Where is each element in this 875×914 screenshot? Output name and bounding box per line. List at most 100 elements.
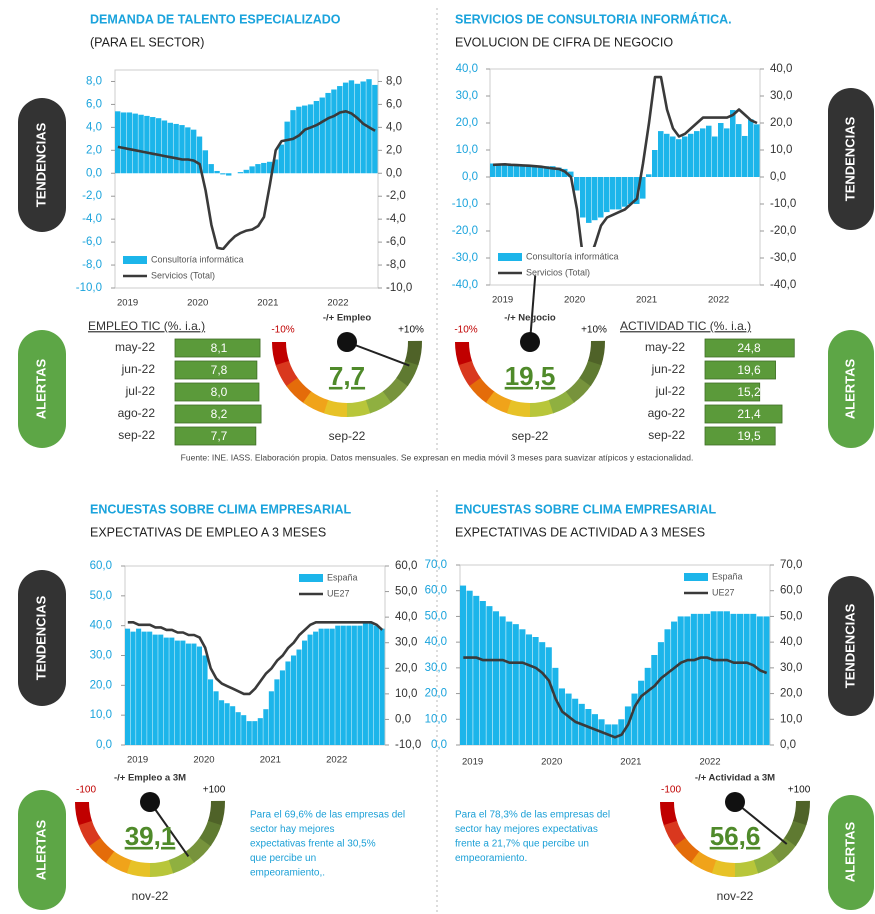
x-tick-label: 2019: [117, 298, 138, 309]
y-tick-label: -8,0: [82, 259, 102, 271]
bar: [688, 133, 694, 177]
value-label: 24,8: [737, 341, 761, 355]
bar: [144, 115, 150, 174]
note-line: sector hay mejores: [250, 824, 334, 835]
bar: [379, 628, 385, 745]
bar: [173, 123, 179, 174]
y-tick-label: 6,0: [86, 98, 102, 110]
bar: [357, 625, 363, 745]
bar: [460, 585, 467, 745]
y2-tick-label: 20,0: [780, 688, 802, 700]
gauge-arc: [382, 376, 409, 403]
side-pills: TENDENCIAS TENDENCIAS ALERTAS ALERTAS TE…: [18, 88, 874, 910]
bar: [717, 611, 724, 745]
gauge-arc: [199, 819, 222, 847]
gauge-needle: [529, 275, 537, 343]
bar: [136, 628, 142, 745]
legend-label: UE27: [327, 588, 350, 598]
bar: [185, 643, 191, 745]
bar: [147, 631, 153, 745]
x-tick-label: 2019: [127, 755, 148, 766]
y2-tick-label: 30,0: [770, 90, 792, 102]
bar: [331, 89, 337, 174]
bar: [335, 625, 341, 745]
y-tick-label: -2,0: [82, 190, 102, 202]
chart-title: DEMANDA DE TALENTO ESPECIALIZADO: [90, 12, 341, 26]
note-line: expectativas frente al 30,5%: [250, 839, 376, 850]
bar: [525, 634, 533, 745]
value-label: 21,4: [737, 407, 761, 421]
y2-tick-label: 0,0: [395, 713, 411, 725]
y2-tick-label: -10,0: [770, 198, 796, 210]
note-line: frente a 21,7% que percibe un: [455, 839, 589, 850]
x-tick-label: 2021: [636, 295, 657, 306]
bar: [628, 177, 634, 204]
gauge-title: -/+ Empleo a 3M: [114, 773, 186, 784]
bar: [658, 131, 664, 177]
y2-tick-label: -20,0: [770, 225, 796, 237]
row-label: may-22: [645, 340, 685, 354]
y-tick-label: -4,0: [82, 213, 102, 225]
gauge-arc: [711, 859, 737, 877]
value-label: 8,2: [211, 407, 228, 421]
bar: [631, 693, 638, 745]
gauge-arc: [485, 391, 513, 414]
value-label: 19,5: [737, 429, 761, 443]
bar: [202, 655, 208, 745]
x-tick-label: 2021: [257, 298, 278, 309]
gauge-max: +100: [203, 785, 226, 796]
y-tick-label: 60,0: [90, 560, 112, 572]
y2-tick-label: -40,0: [770, 279, 796, 291]
line: [127, 621, 384, 696]
bar: [274, 679, 280, 745]
bar: [307, 634, 313, 745]
bar: [634, 177, 640, 204]
bar: [268, 691, 274, 745]
legend-label: Consultoría informática: [526, 251, 619, 261]
gauge-arc: [587, 340, 605, 366]
bar: [219, 700, 225, 745]
bar: [651, 655, 658, 745]
gauge-arc: [272, 341, 290, 367]
bar: [492, 611, 500, 745]
y-tick-label: 0,0: [462, 171, 478, 183]
bar: [125, 628, 131, 745]
y2-tick-label: 40,0: [770, 63, 792, 75]
y-tick-label: 40,0: [425, 636, 447, 648]
bar: [565, 693, 572, 745]
gauge-max: +10%: [398, 325, 424, 336]
gauge-arc: [792, 800, 810, 826]
bar: [241, 715, 247, 745]
y-tick-label: 10,0: [425, 713, 447, 725]
bar: [638, 680, 645, 745]
bar: [296, 106, 302, 174]
gauge-arc: [770, 836, 797, 863]
y-tick-label: 30,0: [425, 662, 447, 674]
gauge-arc: [529, 399, 555, 417]
legend-label: UE27: [712, 587, 735, 597]
bar: [684, 616, 691, 745]
legend-label: España: [712, 571, 743, 581]
y-tick-label: 0,0: [86, 167, 102, 179]
bar: [155, 118, 162, 174]
bar: [362, 622, 368, 745]
note-line: Para el 78,3% de las empresas del: [455, 810, 610, 821]
bar: [611, 724, 618, 745]
bar: [598, 177, 604, 218]
gauge-arc: [286, 377, 313, 404]
gauge-period: sep-22: [512, 429, 549, 443]
bar: [640, 177, 646, 199]
gauge-arc: [207, 800, 225, 826]
gauge-arc: [548, 390, 576, 414]
pill: [828, 88, 874, 230]
x-tick-label: 2019: [492, 295, 513, 306]
bar: [120, 112, 127, 174]
bar: [652, 150, 658, 177]
bar: [512, 624, 519, 745]
bar: [342, 82, 349, 174]
bar: [132, 113, 138, 174]
pill: [828, 795, 874, 910]
y-tick-label: -40,0: [452, 279, 478, 291]
line: [492, 75, 758, 262]
